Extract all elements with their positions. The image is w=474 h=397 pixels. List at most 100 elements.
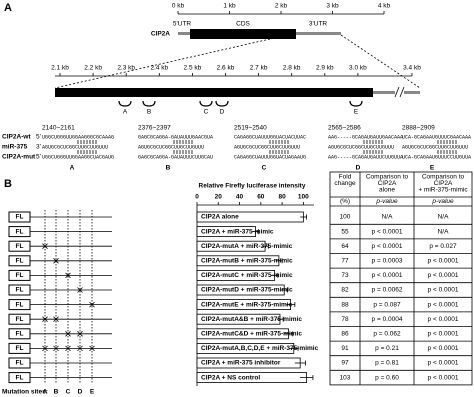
utr3 bbox=[296, 32, 341, 35]
bar-label: CIP2A-mutD + miR-375-mimic bbox=[201, 287, 293, 294]
region-label: 3'UTR bbox=[309, 21, 328, 28]
table-cell: p = 0.81 bbox=[375, 360, 399, 367]
table-cell: N/A bbox=[382, 214, 394, 221]
site-letter: D bbox=[78, 389, 83, 396]
site-marker bbox=[199, 100, 213, 107]
sequence: UCA-GCAGAAUGUUUCGAACAAA bbox=[402, 134, 471, 140]
sequence: CAGAGGCUAUUUGGUACUACUUAC bbox=[234, 134, 306, 140]
bar-label: CIP2A-mutA + miR-375-mimic bbox=[201, 243, 293, 250]
site-position: 2888~2909 bbox=[402, 125, 435, 132]
fl-label: FL bbox=[16, 345, 24, 352]
zoom-utr bbox=[404, 91, 420, 94]
table-cell: 97 bbox=[341, 360, 349, 367]
sequence: CAGAGGCUAUUUGGUACUAGAAUG bbox=[234, 154, 306, 160]
table-cell: p < 0.0001 bbox=[428, 301, 459, 308]
row-end: 5' bbox=[36, 134, 41, 141]
x-tick-label: 100 bbox=[298, 194, 309, 201]
fl-box bbox=[8, 269, 31, 281]
break-mark bbox=[394, 86, 400, 98]
site-label: B bbox=[147, 109, 151, 116]
bar-label: CIP2A-mutA,B,C,D,E + miR-375-mimic bbox=[201, 345, 319, 352]
site-label: E bbox=[430, 165, 435, 172]
table-cell: p < 0.0001 bbox=[428, 360, 459, 367]
site-label: A bbox=[123, 109, 128, 116]
mutation-label: Mutation sites: bbox=[2, 389, 48, 396]
fl-box bbox=[8, 299, 31, 311]
panel-label: B bbox=[4, 178, 12, 190]
tick-label: 2 kb bbox=[275, 3, 288, 10]
sequence: AAG-----GCAGAUGAUUGAACAAA bbox=[328, 134, 403, 140]
mutation-mark bbox=[53, 316, 59, 322]
table-cell: p = 0.087 bbox=[373, 301, 401, 308]
table-subheader: (%) bbox=[340, 198, 350, 205]
gene-label: CIP2A bbox=[151, 31, 170, 38]
table-cell: p < 0.0001 bbox=[372, 243, 403, 250]
table-cell: 86 bbox=[341, 331, 349, 338]
fl-box bbox=[8, 313, 31, 325]
fl-box bbox=[8, 226, 31, 238]
x-tick-label: 60 bbox=[257, 194, 265, 201]
tick-label: 2.8 kb bbox=[283, 65, 301, 72]
sequence: GAGCGCAGGA-GAUAUUUCUUGCAU bbox=[138, 154, 213, 160]
row-label: CIP2A-wt bbox=[2, 134, 31, 141]
zoom-guide bbox=[54, 38, 271, 89]
fl-label: FL bbox=[16, 360, 24, 367]
tick-label: 2.6 kb bbox=[217, 65, 235, 72]
fl-label: FL bbox=[16, 316, 24, 323]
fl-label: FL bbox=[16, 258, 24, 265]
fl-label: FL bbox=[16, 287, 24, 294]
table-cell: p = 0.60 bbox=[375, 374, 399, 381]
fl-label: FL bbox=[16, 272, 24, 279]
fl-box bbox=[8, 240, 31, 252]
row-end: 3' bbox=[36, 144, 41, 151]
region-label: CDS bbox=[236, 21, 250, 28]
table-cell: 91 bbox=[341, 345, 349, 352]
table-border bbox=[329, 171, 473, 386]
fl-box bbox=[8, 255, 31, 267]
zoom-utr bbox=[373, 91, 395, 94]
x-tick-label: 80 bbox=[278, 194, 286, 201]
bar-label: CIP2A-mutA&B + miR-375-mimic bbox=[201, 316, 302, 323]
mutation-mark bbox=[42, 316, 48, 322]
break-mark bbox=[399, 86, 405, 98]
table-cell: p = 0.0062 bbox=[372, 287, 403, 294]
mutation-mark bbox=[77, 331, 83, 337]
table-cell: 100 bbox=[340, 214, 351, 221]
site-letter: E bbox=[90, 389, 95, 396]
table-cell: N/A bbox=[438, 214, 450, 221]
table-cell: p < 0.0001 bbox=[428, 258, 459, 265]
site-label: C bbox=[204, 109, 209, 116]
sequence: AGUGCGCUCGGCUUGCUUGUUU bbox=[234, 144, 300, 150]
fl-label: FL bbox=[16, 228, 24, 235]
site-position: 2140~2161 bbox=[42, 125, 75, 132]
chart-title: Relative Firefly luciferase intensity bbox=[199, 183, 306, 190]
site-label: B bbox=[166, 165, 171, 172]
table-header: change bbox=[334, 180, 356, 187]
bar-label: CIP2A + miR-375 inhibitor bbox=[201, 360, 281, 367]
site-marker bbox=[142, 100, 156, 107]
mutation-mark bbox=[42, 243, 48, 249]
site-position: 2519~2540 bbox=[234, 125, 267, 132]
table-cell: p < 0.0001 bbox=[372, 228, 403, 235]
row-label: CIP2A-mut bbox=[2, 154, 36, 161]
table-cell: p < 0.0001 bbox=[428, 331, 459, 338]
mutation-mark bbox=[53, 258, 59, 264]
table-cell: 103 bbox=[340, 374, 351, 381]
mutation-mark bbox=[65, 272, 71, 279]
bar-label: CIP2A-mutB + miR-375-mimic bbox=[201, 258, 293, 265]
sequence: UCA-GCAGAAUGUUUCCUUGUUA bbox=[402, 154, 471, 160]
tick-label: 3 kb bbox=[326, 3, 339, 10]
table-cell: 77 bbox=[341, 258, 349, 265]
fl-box bbox=[8, 342, 31, 354]
table-header: + miR-375-mimic bbox=[418, 187, 468, 194]
tick-label: 3.4 kb bbox=[403, 65, 421, 72]
tick-label: 3.0 kb bbox=[349, 65, 367, 72]
bar-label: CIP2A-mutC + miR-375-mimic bbox=[201, 272, 293, 279]
zoom-guide bbox=[340, 34, 421, 89]
bar-label: CIP2A-mutC&D + miR-375-mimic bbox=[201, 331, 302, 338]
site-letter: B bbox=[54, 389, 59, 396]
tick-label: 2.7 kb bbox=[250, 65, 268, 72]
fl-box bbox=[8, 372, 31, 384]
tick-label: 4 kb bbox=[378, 3, 391, 10]
table-header: CIP2A bbox=[434, 180, 453, 187]
